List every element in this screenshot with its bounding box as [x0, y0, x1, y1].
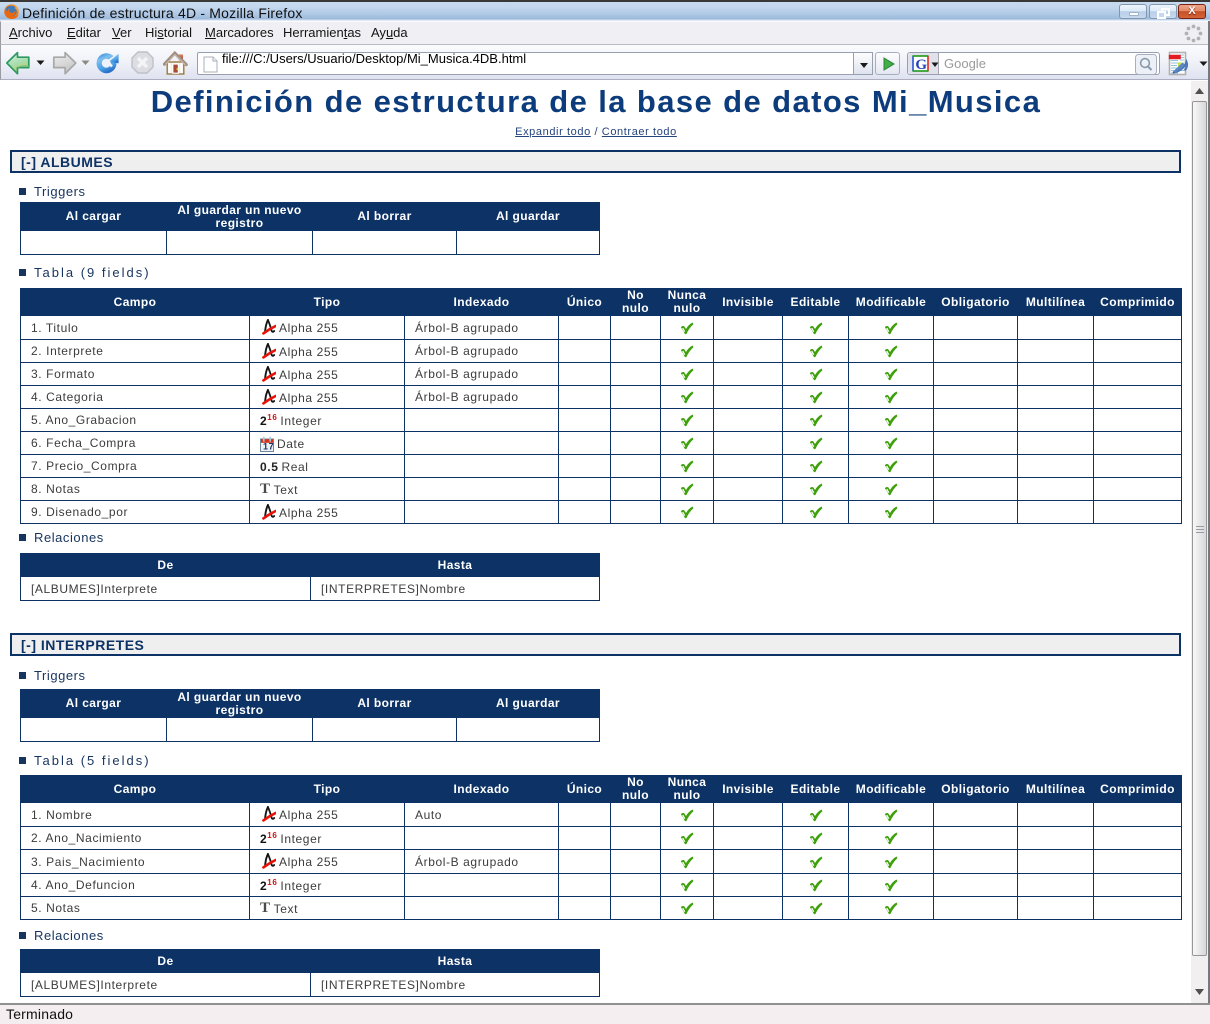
- svg-text:G: G: [915, 57, 927, 72]
- svg-text:17: 17: [263, 441, 274, 451]
